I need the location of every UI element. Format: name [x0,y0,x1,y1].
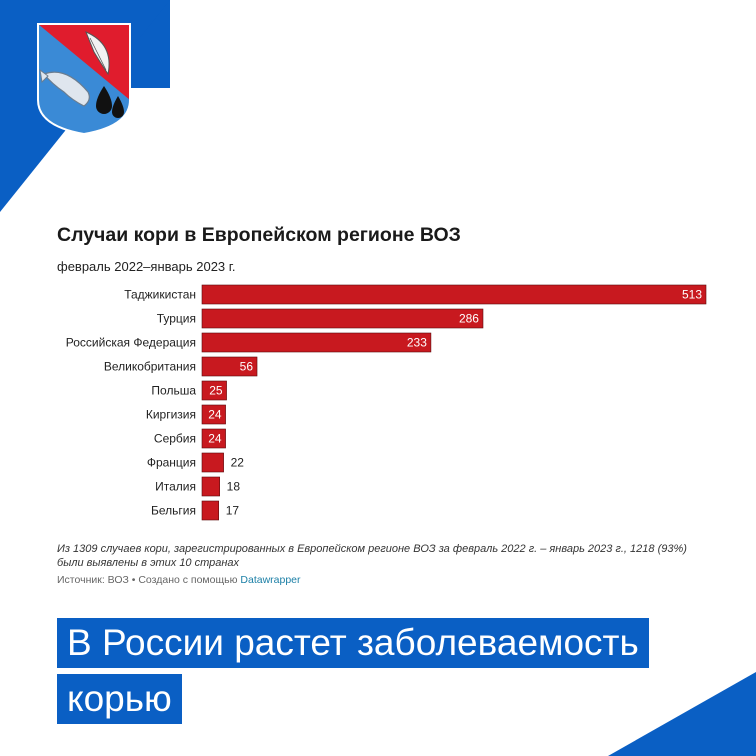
value-label: 233 [407,336,427,350]
category-label: Бельгия [151,504,196,518]
chart-subtitle: февраль 2022–январь 2023 г. [57,259,236,274]
value-label: 17 [226,504,240,518]
value-label: 286 [459,312,479,326]
headline-line-2: корью [57,674,182,724]
bar [201,500,220,521]
coat-of-arms-icon [37,23,131,136]
bar [201,308,484,329]
bar [201,404,226,425]
value-label: 25 [209,384,223,398]
value-label: 24 [208,432,222,446]
category-label: Польша [151,384,196,398]
category-label: Сербия [154,432,196,446]
source-text: Источник: ВОЗ • Создано с помощью [57,574,238,586]
category-label: Российская Федерация [66,336,196,350]
category-label: Таджикистан [124,288,196,302]
bar [201,476,220,497]
corner-decoration-bottom [608,672,756,756]
bar [201,380,227,401]
bar-chart: Таджикистан 513 Турция 286 Российская Федера… [66,284,707,521]
value-label: 513 [682,288,702,302]
headline-line-1: В России растет заболеваемость [57,618,649,668]
value-label: 56 [240,360,254,374]
category-label: Турция [157,312,196,326]
value-label: 22 [231,456,245,470]
chart-source: Источник: ВОЗ • Создано с помощью Datawr… [57,574,301,586]
bar [201,428,226,449]
bar [201,284,707,305]
bar [201,356,258,377]
chart-title: Случаи кори в Европейском регионе ВОЗ [57,224,461,246]
chart-note: Из 1309 случаев кори, зарегистрированных… [57,543,687,569]
value-label: 24 [208,408,222,422]
bar [201,452,224,473]
category-label: Великобритания [104,360,196,374]
category-label: Италия [155,480,196,494]
category-label: Киргизия [146,408,196,422]
datawrapper-link[interactable]: Datawrapper [240,574,301,586]
bar [201,332,432,353]
value-label: 18 [227,480,241,494]
category-label: Франция [147,456,196,470]
